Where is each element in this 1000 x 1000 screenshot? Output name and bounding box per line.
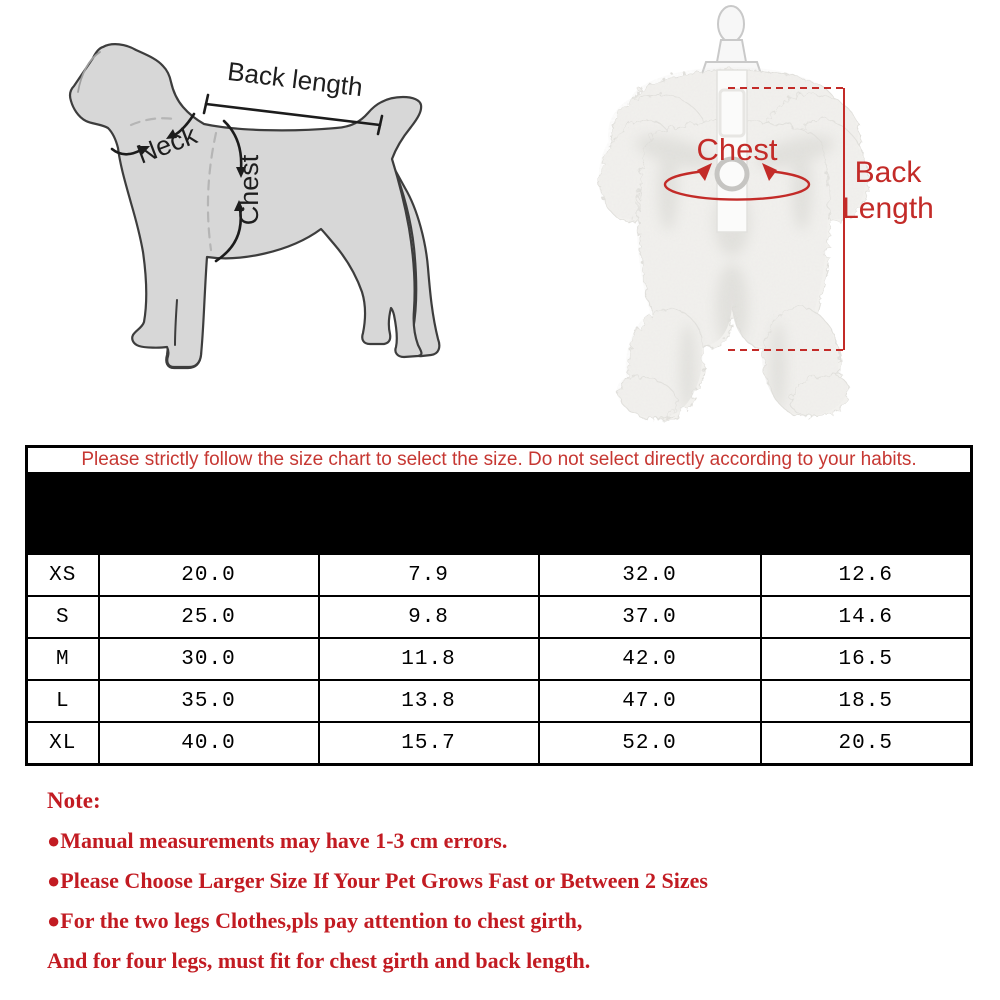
table-group-header-row: Size Back Length Chest Girth	[25, 472, 973, 555]
cell-value: 14.6	[759, 595, 973, 639]
note-item: ●Manual measurements may have 1-3 cm err…	[47, 828, 508, 853]
neck-arrowhead-right	[138, 146, 150, 155]
header-size: Size	[25, 472, 100, 555]
back-length-label: Back length	[226, 56, 365, 102]
subheader-chest-inch: Inch	[759, 509, 973, 555]
back-length-label-line1: Back	[855, 156, 923, 189]
header-chest-girth: Chest Girth	[537, 472, 973, 511]
cell-value: 18.5	[759, 679, 973, 723]
cell-value: 35.0	[97, 679, 320, 723]
dog-diagram-svg: Back length Neck Chest	[68, 43, 441, 370]
back-length-tick-left	[202, 93, 210, 115]
table-caption-row: Please strictly follow the size chart to…	[25, 445, 973, 474]
cell-value: 47.0	[537, 679, 762, 723]
strap-buckle	[718, 88, 746, 138]
note-item: And for four legs, must fit for chest gi…	[47, 948, 591, 973]
chest-dashed-line	[206, 131, 218, 252]
neck-arrowhead-left	[166, 129, 177, 139]
dog-far-hind-leg	[392, 166, 441, 358]
cell-value: 16.5	[759, 637, 973, 681]
note-item: ●For the two legs Clothes,pls pay attent…	[47, 908, 583, 933]
front-leg-separation-line	[174, 299, 178, 346]
cell-value: 20.0	[97, 553, 320, 597]
back-length-label-line2: Length	[842, 192, 934, 225]
cell-value: 25.0	[97, 595, 320, 639]
cell-value: 37.0	[537, 595, 762, 639]
cell-value: 40.0	[97, 721, 320, 766]
mannequin-knob	[717, 5, 745, 43]
table-row-m: M 30.0 11.8 42.0 16.5	[25, 637, 973, 681]
cell-value: 52.0	[537, 721, 762, 766]
cell-size: XS	[25, 553, 100, 597]
subheader-back-cm: Cm	[97, 509, 320, 555]
mannequin-stem	[715, 39, 748, 63]
dog-ear-line	[77, 51, 101, 93]
header-back-length: Back Length	[97, 472, 540, 511]
cell-value: 32.0	[537, 553, 762, 597]
table-row-l: L 35.0 13.8 47.0 18.5	[25, 679, 973, 723]
chest-girth-ellipse	[663, 169, 811, 201]
note-item: ●Please Choose Larger Size If Your Pet G…	[47, 868, 708, 893]
chest-arrow-up-icon	[214, 207, 242, 263]
size-chart-table: Please strictly follow the size chart to…	[25, 445, 974, 766]
back-length-measure-line	[204, 102, 382, 127]
dog-measurement-diagram: Back length Neck Chest	[0, 0, 500, 440]
chest-arrow-down-icon	[222, 119, 243, 171]
cell-value: 7.9	[317, 553, 540, 597]
cell-value: 15.7	[317, 721, 540, 766]
cell-value: 20.5	[759, 721, 973, 766]
cell-value: 42.0	[537, 637, 762, 681]
back-strap	[714, 69, 750, 233]
chest-arrowhead-down	[236, 167, 246, 178]
cell-value: 9.8	[317, 595, 540, 639]
red-annotations: Chest Back Length	[663, 87, 934, 351]
dog-silhouette	[68, 43, 423, 369]
table-row-xl: XL 40.0 15.7 52.0 20.5	[25, 721, 973, 766]
table-row-xs: XS 20.0 7.9 32.0 12.6	[25, 553, 973, 597]
cell-value: 11.8	[317, 637, 540, 681]
cell-size: M	[25, 637, 100, 681]
notes-title: Note:	[47, 788, 101, 813]
chest-arrowhead-left	[697, 163, 712, 181]
d-ring-icon	[714, 156, 750, 192]
cell-value: 30.0	[97, 637, 320, 681]
cell-size: S	[25, 595, 100, 639]
table-sub-header-row: Cm Inch Cm Inch	[27, 509, 973, 555]
pet-suit-photo: Chest Back Length	[500, 0, 1000, 440]
cell-value: 13.8	[317, 679, 540, 723]
mannequin-neck	[699, 5, 764, 78]
subheader-chest-cm: Cm	[537, 509, 762, 555]
pet-suit-svg: Chest Back Length	[587, 5, 934, 425]
table-row-s: S 25.0 9.8 37.0 14.6	[25, 595, 973, 639]
cell-size: XL	[25, 721, 100, 766]
subheader-back-inch: Inch	[317, 509, 540, 555]
notes-section: Note: ●Manual measurements may have 1-3 …	[47, 786, 967, 986]
chest-arrowhead-right	[762, 163, 777, 181]
neck-dashed-line	[129, 117, 176, 127]
cell-size: L	[25, 679, 100, 723]
table-caption: Please strictly follow the size chart to…	[25, 445, 973, 474]
back-length-tick-right	[376, 114, 384, 136]
cell-value: 12.6	[759, 553, 973, 597]
chest-label: Chest	[234, 154, 264, 225]
chest-label-photo: Chest	[697, 132, 778, 167]
chest-arrowhead-up	[234, 200, 244, 211]
neck-arrow-left-icon	[110, 147, 143, 156]
